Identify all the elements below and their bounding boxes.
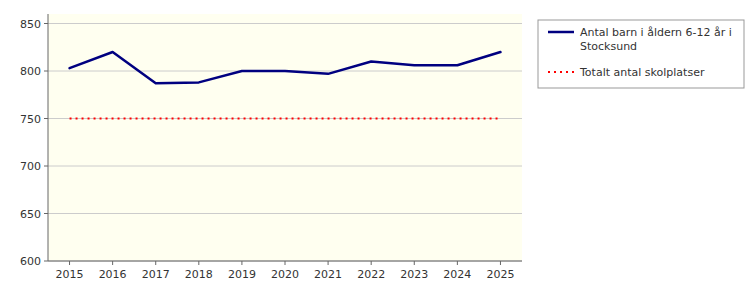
x-tick (371, 261, 372, 265)
y-tick (44, 71, 48, 72)
y-grid-line (48, 261, 522, 262)
y-tick (44, 166, 48, 167)
x-tick-label: 2022 (357, 268, 385, 281)
x-tick-label: 2019 (228, 268, 256, 281)
x-tick (155, 261, 156, 265)
x-tick (285, 261, 286, 265)
legend-label: Totalt antal skolplatser (579, 66, 705, 79)
legend: Antal barn i åldern 6-12 år iStocksund To… (538, 20, 744, 88)
plot-background (48, 14, 522, 261)
y-grid-line (48, 23, 522, 24)
x-axis-line (48, 261, 522, 262)
y-axis-line (48, 14, 49, 261)
series-line (70, 118, 501, 120)
plot-area (70, 52, 501, 119)
x-tick-label: 2021 (314, 268, 342, 281)
y-tick-label: 750 (20, 113, 41, 126)
y-tick-label: 700 (20, 160, 41, 173)
y-tick (44, 23, 48, 24)
x-tick-label: 2025 (486, 268, 514, 281)
x-tick (198, 261, 199, 265)
y-tick-label: 850 (20, 18, 41, 31)
legend-label: Antal barn i åldern 6-12 år iStocksund (580, 26, 732, 53)
x-tick (69, 261, 70, 265)
legend-swatch (548, 31, 574, 34)
x-tick-label: 2016 (99, 268, 127, 281)
legend-box (538, 20, 744, 88)
chart: 600 650 700 750 800 850 2015 2016 2017 2018 2019 20… (0, 0, 754, 291)
x-tick (414, 261, 415, 265)
y-tick (44, 213, 48, 214)
x-tick-label: 2018 (185, 268, 213, 281)
x-tick (500, 261, 501, 265)
x-tick-label: 2020 (271, 268, 299, 281)
y-tick-label: 800 (20, 65, 41, 78)
x-tick-label: 2015 (56, 268, 84, 281)
y-tick-label: 600 (20, 255, 41, 268)
y-tick (44, 118, 48, 119)
y-grid-line (48, 213, 522, 214)
y-grid-line (48, 166, 522, 167)
x-tick (241, 261, 242, 265)
y-tick-label: 650 (20, 208, 41, 221)
legend-swatch (548, 71, 574, 73)
x-tick-label: 2023 (400, 268, 428, 281)
x-tick (112, 261, 113, 265)
y-tick (44, 261, 48, 262)
chart-container: 600 650 700 750 800 850 2015 2016 2017 2018 2019 20… (0, 0, 754, 291)
x-tick-label: 2024 (443, 268, 471, 281)
series-line (70, 52, 501, 83)
y-grid-line (48, 118, 522, 119)
x-tick-label: 2017 (142, 268, 170, 281)
x-tick (328, 261, 329, 265)
x-tick (457, 261, 458, 265)
